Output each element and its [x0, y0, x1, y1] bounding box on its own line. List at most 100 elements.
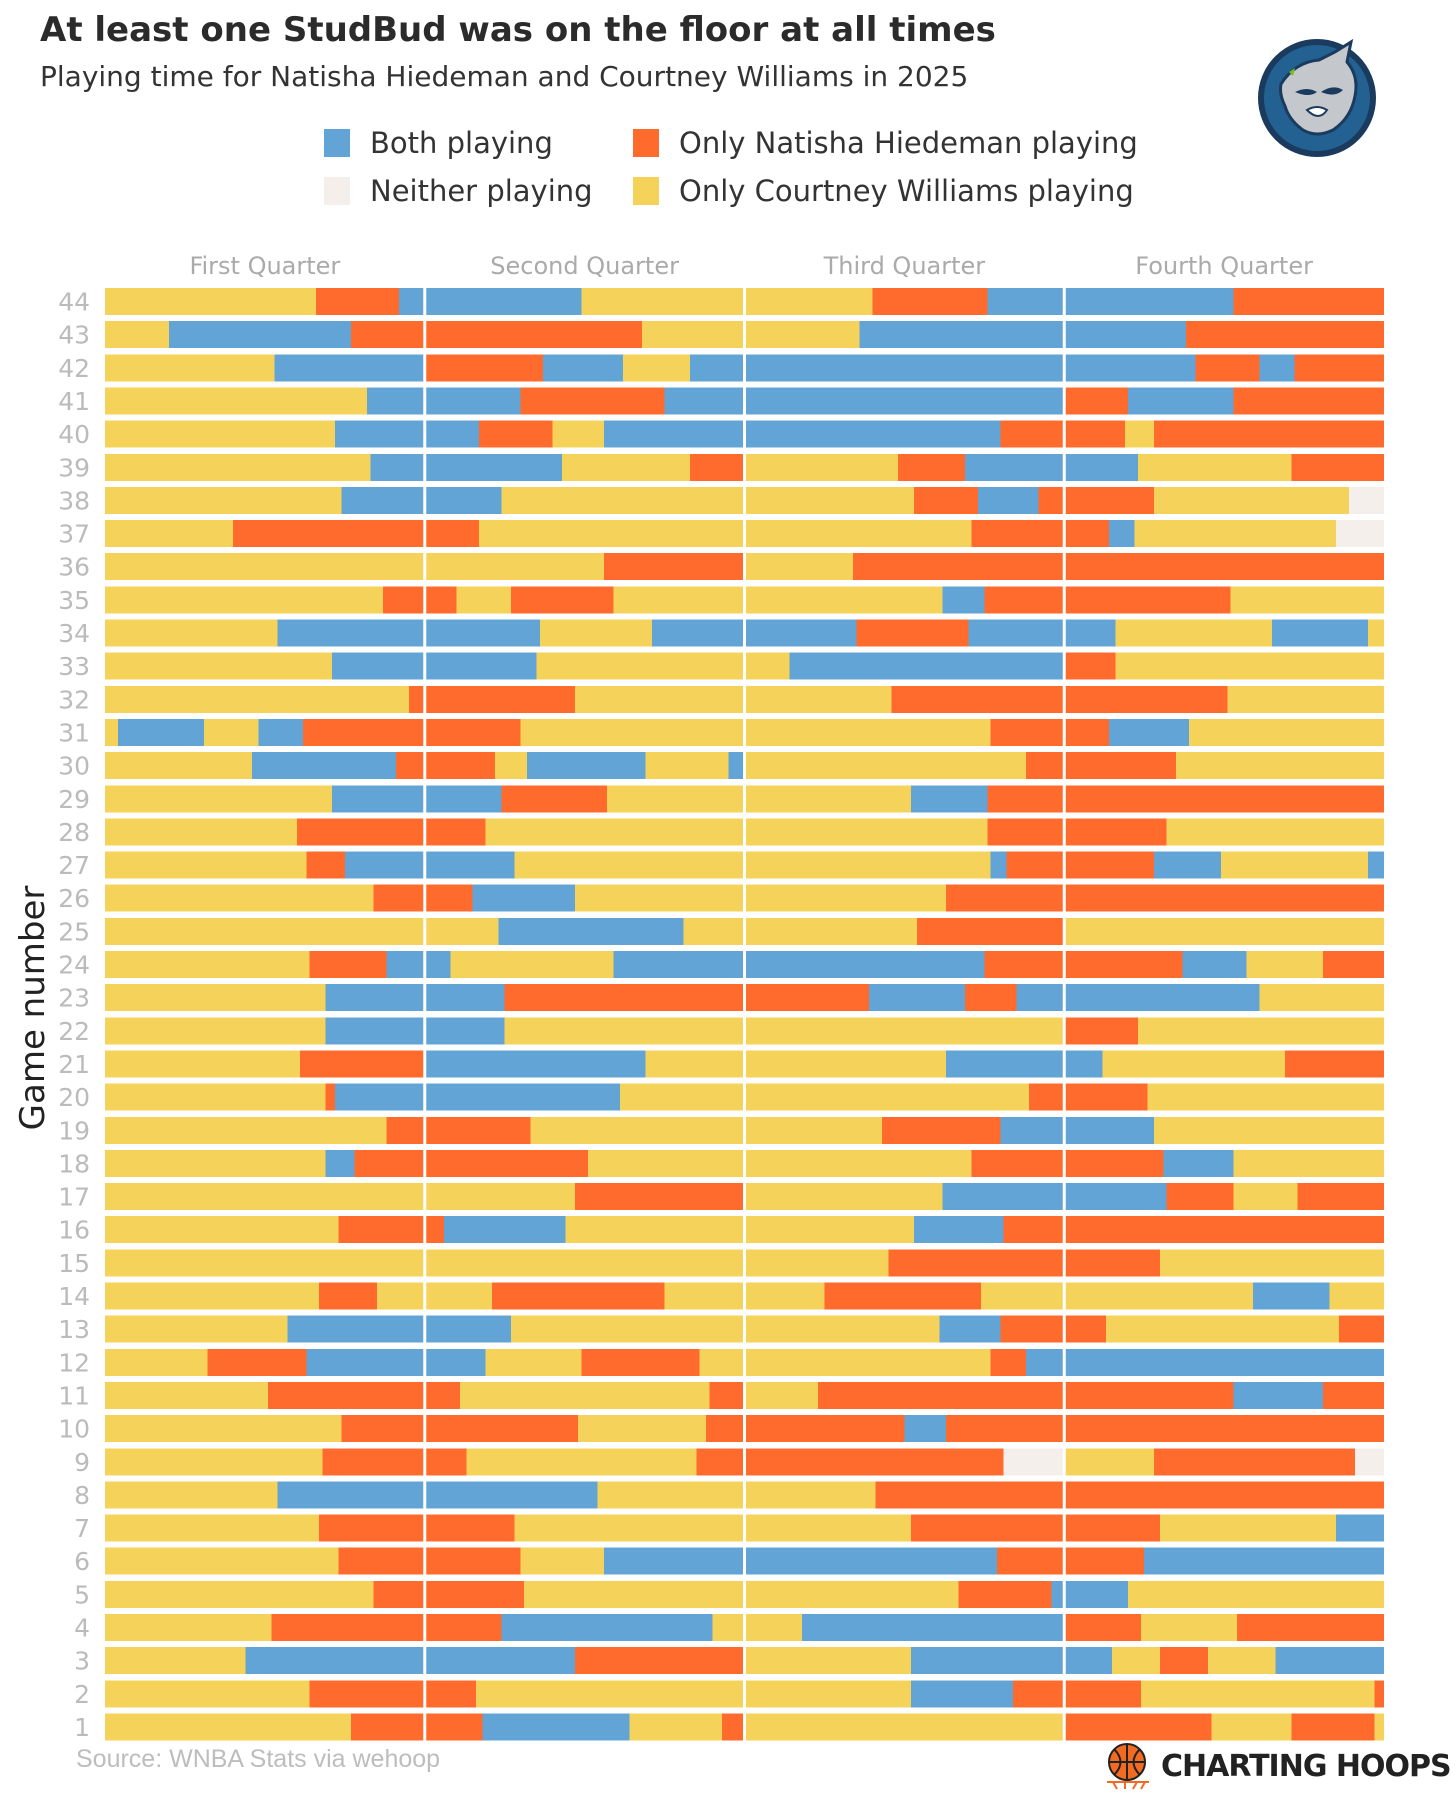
time-segment [789, 652, 1065, 680]
source-note: Source: WNBA Stats via wehoop [76, 1745, 441, 1773]
game-number-label: 41 [58, 387, 90, 416]
game-row [105, 917, 1384, 945]
time-segment [105, 1580, 374, 1608]
time-segment [1355, 1448, 1384, 1476]
time-segment [504, 984, 870, 1012]
time-segment [603, 1547, 998, 1575]
game-number-label: 10 [58, 1415, 90, 1444]
time-segment [744, 553, 854, 581]
time-segment [117, 718, 205, 746]
time-segment [204, 718, 259, 746]
legend-item-both: Both playing [324, 126, 553, 160]
time-segment [1208, 1647, 1276, 1675]
game-row [105, 1580, 1384, 1608]
time-segment [105, 1017, 326, 1045]
time-segment [629, 1713, 723, 1741]
time-segment [498, 917, 684, 945]
time-segment [824, 1282, 982, 1310]
time-segment [575, 1647, 745, 1675]
time-segment [581, 288, 745, 315]
time-segment [1128, 1580, 1384, 1608]
time-segment [309, 951, 387, 978]
time-segment [344, 851, 515, 879]
quarter-header: First Quarter [189, 252, 340, 280]
game-number-label: 26 [58, 884, 90, 913]
legend-item-neither: Neither playing [324, 174, 593, 208]
time-segment [575, 884, 946, 912]
time-segment [942, 586, 985, 614]
time-segment [1259, 354, 1295, 382]
time-segment [1297, 1183, 1384, 1211]
time-segment [1233, 1183, 1298, 1211]
time-segment [562, 453, 691, 481]
time-segment [1153, 851, 1221, 879]
time-segment [1038, 486, 1154, 514]
time-segment [105, 951, 310, 978]
time-segment [856, 619, 969, 647]
time-segment [910, 785, 988, 813]
time-segment [1323, 1381, 1384, 1409]
time-segment [881, 1116, 1001, 1144]
game-row [105, 1216, 1384, 1244]
game-row [105, 652, 1384, 680]
time-segment [1236, 1614, 1384, 1641]
time-segment [728, 752, 745, 780]
time-segment [105, 553, 246, 581]
time-segment [1025, 752, 1177, 780]
time-segment [296, 818, 486, 846]
game-row [105, 453, 1384, 481]
time-segment [325, 984, 505, 1012]
time-segment [105, 1282, 320, 1310]
time-segment [990, 851, 1007, 879]
time-segment [712, 1614, 803, 1641]
time-segment [1291, 453, 1384, 481]
time-segment [1000, 1315, 1106, 1343]
time-segment [370, 453, 563, 481]
time-segment [1115, 619, 1273, 647]
time-segment [642, 321, 860, 349]
game-row [105, 1547, 1384, 1575]
time-segment [917, 917, 1065, 945]
time-segment [105, 354, 275, 382]
legend-label-both: Both playing [370, 126, 553, 160]
time-segment [306, 1348, 486, 1376]
time-segment [706, 1415, 905, 1443]
time-segment [565, 1216, 914, 1244]
time-segment [699, 1348, 991, 1376]
game-number-label: 7 [74, 1514, 90, 1543]
game-row [105, 619, 1384, 647]
game-number-label: 42 [58, 354, 90, 383]
game-number-label: 16 [58, 1216, 90, 1245]
game-number-label: 44 [58, 288, 90, 317]
time-segment [1128, 387, 1234, 415]
game-row [105, 1481, 1384, 1509]
time-segment [744, 1713, 1065, 1741]
game-row [105, 984, 1384, 1012]
time-segment [1147, 1083, 1384, 1111]
time-segment [622, 354, 691, 382]
time-segment [818, 1381, 1234, 1409]
quarter-header: Fourth Quarter [1135, 252, 1313, 280]
legend-swatch-both [324, 129, 350, 157]
time-segment [1233, 288, 1384, 315]
game-number-label: 29 [58, 785, 90, 814]
game-number-label: 31 [58, 718, 90, 747]
game-row [105, 1348, 1384, 1376]
time-segment [367, 387, 521, 415]
time-segment [1163, 1149, 1234, 1177]
time-segment [399, 288, 582, 315]
game-row [105, 1116, 1384, 1144]
game-row [105, 420, 1384, 448]
time-segment [443, 1216, 566, 1244]
time-segment [859, 321, 1186, 349]
time-segment [575, 685, 892, 713]
game-number-label: 39 [58, 453, 90, 482]
time-segment [990, 1348, 1026, 1376]
time-segment [1160, 1647, 1209, 1675]
time-segment [527, 752, 646, 780]
time-segment [1275, 1647, 1384, 1675]
game-number-label: 22 [58, 1017, 90, 1046]
time-segment [1252, 1282, 1330, 1310]
time-segment [1153, 1116, 1384, 1144]
legend-swatch-neither [324, 177, 350, 205]
